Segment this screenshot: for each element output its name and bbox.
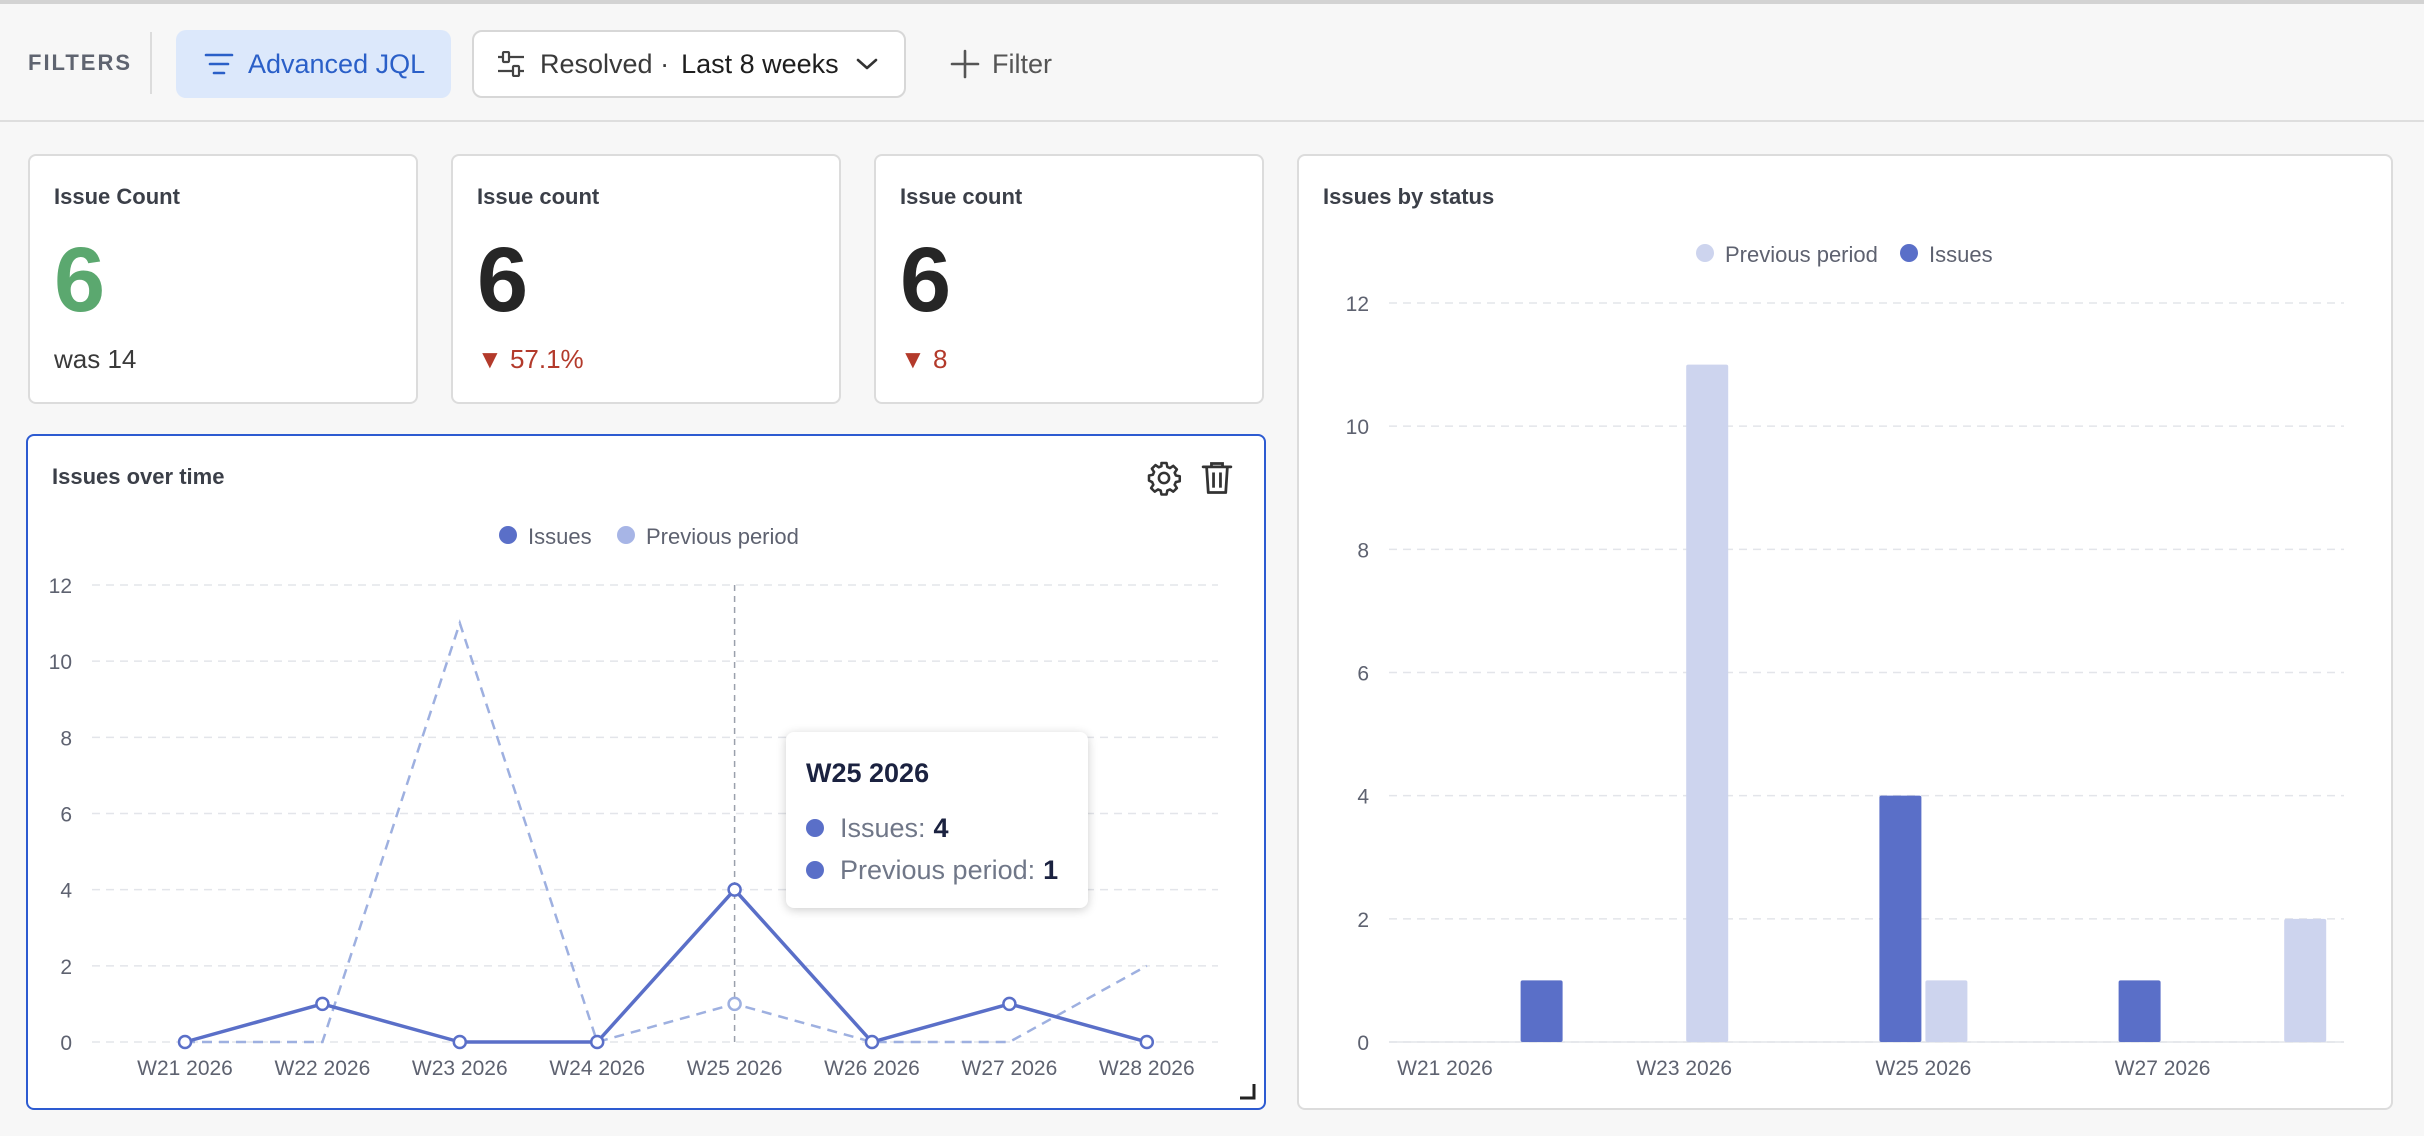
data-point-issues [315,996,330,1012]
kpi-title: Issue count [477,184,600,209]
y-tick-label: 8 [60,727,72,750]
x-tick-label: W22 2026 [275,1057,371,1080]
tooltip-row-previous-period: Previous period: 1 [806,849,1068,891]
legend-label: Previous period [1725,242,1878,267]
chart-tooltip: W25 2026 Issues: 4 Previous period: 1 [786,732,1088,908]
y-tick-label: 12 [1346,293,1369,316]
x-tick-label: W25 2026 [687,1057,783,1080]
y-tick-label: 12 [49,575,72,598]
kpi-change: ▼ 8 [900,344,948,374]
y-tick-label: 8 [1357,539,1369,562]
legend-label: Previous period [646,524,799,549]
series-line-issues [184,887,1148,1044]
y-tick-label: 2 [60,956,72,979]
add-filter-label: Filter [992,48,1052,79]
kpi-value: 6 [54,229,106,331]
resize-handle-icon[interactable] [1238,1082,1258,1102]
plus-icon [950,49,980,79]
tooltip-title: W25 2026 [806,758,930,788]
issues-by-status-chart: Previous period Issues 0 2 4 6 8 10 12 W21 2026 W2… [1346,242,2344,1080]
advanced-jql-label: Advanced JQL [248,48,426,79]
issues-over-time-chart: Issues Previous period 0 2 4 6 8 10 12 W21 2026 W2… [49,524,1218,1080]
legend-label: Issues [1929,242,1993,267]
sliders-icon [498,51,524,77]
bar-previous-period [1925,980,1968,1042]
top-border [0,0,2424,4]
legend-dot [1696,244,1714,262]
data-point-issues [177,1034,193,1050]
y-tick-label: 10 [1346,416,1369,439]
kpi-title: Issue Count [54,184,180,209]
y-tick-label: 0 [60,1032,72,1055]
x-tick-label: W25 2026 [1876,1057,1972,1080]
kpi-value: 6 [477,229,529,331]
filter-divider [150,32,152,94]
data-point-issues [452,1034,468,1050]
legend-dot [617,526,635,544]
chart-title: Issues by status [1323,184,1495,209]
x-tick-label: W21 2026 [137,1057,233,1080]
data-point-issues [589,1034,605,1050]
data-point-issues [1139,1034,1155,1050]
filters-label: FILTERS [28,50,133,75]
y-tick-label: 6 [1357,663,1369,686]
x-tick-label: W27 2026 [2115,1057,2211,1080]
bar-issues [1520,980,1563,1042]
tooltip-row-issues: Issues: 4 [806,807,1068,849]
add-filter-button[interactable]: Filter [950,30,1052,98]
y-tick-label: 10 [49,651,72,674]
tooltip-value: 1 [1043,854,1059,885]
resolved-filter-dropdown[interactable]: Resolved · Last 8 weeks [472,30,906,98]
x-tick-label: W23 2026 [412,1057,508,1080]
x-tick-label: W24 2026 [549,1057,645,1080]
x-tick-label: W23 2026 [1636,1057,1732,1080]
bar-previous-period [1686,364,1729,1042]
legend-label: Issues [528,524,592,549]
kpi-value: 6 [900,229,952,331]
series-dot-icon [806,861,824,879]
y-tick-label: 2 [1357,909,1369,932]
kpi-title: Issue count [900,184,1023,209]
bar-issues [1879,795,1922,1042]
chevron-down-icon [856,58,877,70]
kpi-subtext: was 14 [54,344,137,374]
legend-dot [1900,244,1918,262]
kpi-card-issue-count[interactable]: Issue Count 6 was 14 [28,154,418,404]
y-tick-label: 6 [60,804,72,827]
tooltip-label: Issues: [840,812,926,843]
y-tick-label: 0 [1357,1032,1369,1055]
data-point-previous-period [727,996,742,1012]
x-tick-label: W28 2026 [1099,1057,1195,1080]
x-tick-label: W26 2026 [824,1057,920,1080]
bar-previous-period [2284,918,2327,1042]
data-point-issues [864,1034,880,1050]
data-point-issues [727,882,742,897]
y-tick-label: 4 [1357,786,1369,809]
tooltip-value: 4 [933,812,949,843]
legend-dot [499,526,517,544]
series-line-previous-period [185,619,1148,1044]
resolved-label: Resolved · [540,48,670,79]
resolved-period: Last 8 weeks [681,48,839,79]
bar-issues [2118,980,2161,1042]
advanced-jql-button[interactable]: Advanced JQL [176,30,451,98]
filter-bar: FILTERS Advanced JQL Resolved · Last 8 w… [0,4,2424,122]
x-tick-label: W27 2026 [962,1057,1058,1080]
kpi-card-issue-count-delta[interactable]: Issue count 6 ▼ 8 [874,154,1264,404]
series-dot-icon [806,819,824,837]
data-point-issues [1002,996,1017,1012]
kpi-change: ▼ 57.1% [477,344,584,374]
kpi-card-issue-count-percent[interactable]: Issue count 6 ▼ 57.1% [451,154,841,404]
issues-by-status-card[interactable]: Issues by status [1297,154,2393,1110]
chart-title: Issues over time [52,464,225,489]
delete-trash-icon[interactable] [1200,460,1234,496]
tooltip-label: Previous period: [840,854,1036,885]
settings-gear-icon[interactable] [1146,460,1182,496]
filter-lines-icon [204,53,234,75]
x-tick-label: W21 2026 [1397,1057,1493,1080]
y-tick-label: 4 [60,880,72,903]
